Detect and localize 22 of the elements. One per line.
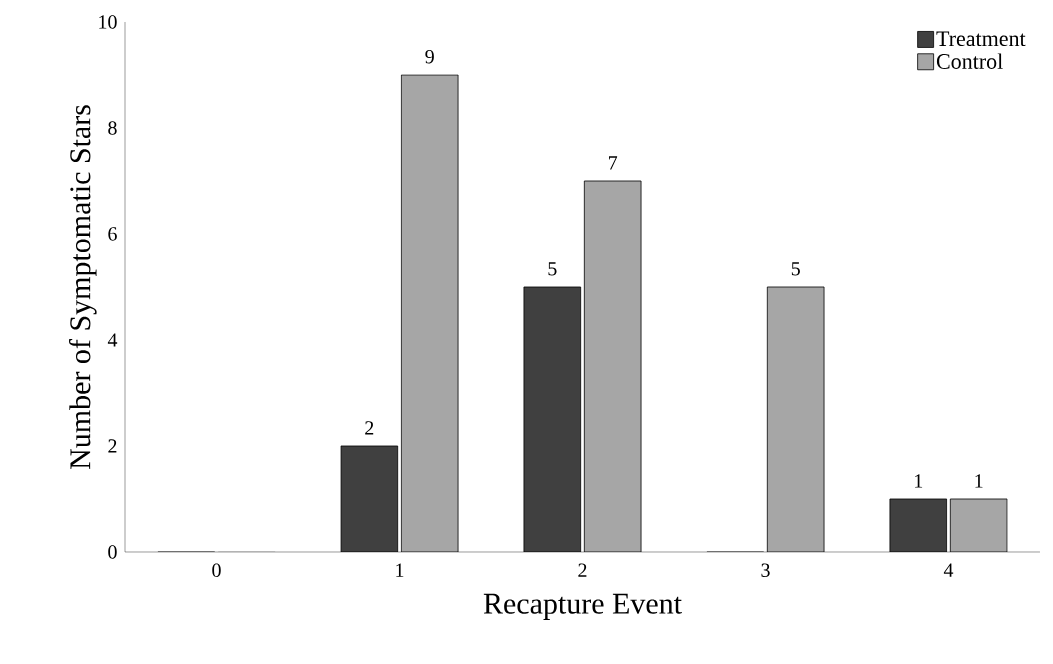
legend-label: Control (936, 53, 1003, 69)
x-tick-label: 1 (396, 563, 404, 577)
x-tick-label: 0 (212, 563, 221, 578)
data-label: 9 (425, 50, 434, 64)
y-axis-title: Number of Symptomatic Stars (69, 105, 97, 470)
y-tick-label: 2 (108, 439, 117, 453)
y-tick-label: 4 (107, 333, 118, 347)
y-tick-label: 6 (108, 227, 117, 241)
data-label: 5 (791, 262, 800, 276)
x-tick-label: 3 (761, 563, 770, 577)
x-tick-label: 4 (943, 563, 954, 577)
data-label: 1 (915, 474, 923, 488)
y-tick-label: 0 (108, 545, 117, 559)
x-axis-title: Recapture Event (483, 593, 682, 620)
y-tick-label: 10 (99, 15, 117, 29)
data-label: 7 (609, 156, 618, 170)
data-label: 2 (365, 421, 374, 435)
x-tick-label: 2 (578, 563, 587, 577)
data-label: 5 (548, 262, 557, 276)
y-tick-label: 8 (108, 121, 117, 135)
data-label: 1 (975, 474, 983, 488)
legend-label: Treatment (936, 31, 1026, 47)
